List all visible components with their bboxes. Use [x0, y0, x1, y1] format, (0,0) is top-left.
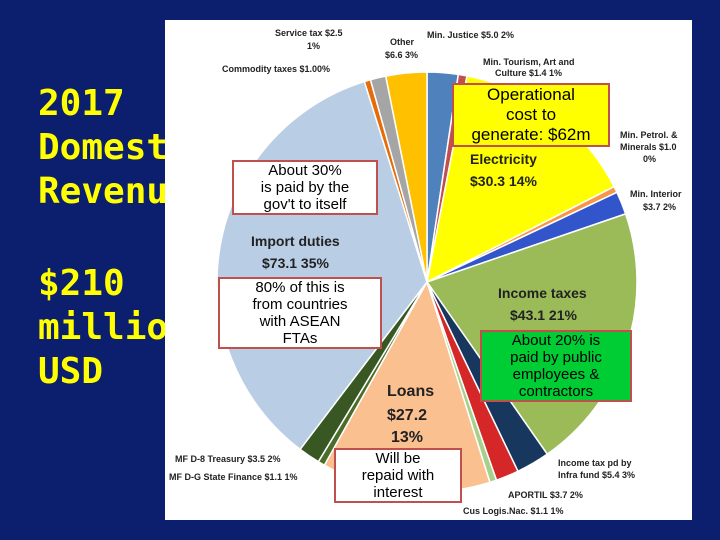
label-aportil: APORTIL $3.7 2%	[508, 490, 583, 500]
label-petrol: Min. Petrol. &	[620, 130, 678, 140]
callout-line: repaid with	[361, 467, 435, 484]
label-electricity: $30.3 14%	[470, 173, 537, 189]
label-service-tax: 1%	[307, 41, 320, 51]
callout-public-employees: About 20% is paid by public employees & …	[480, 330, 632, 402]
label-interior: Min. Interior	[630, 189, 682, 199]
label-loans: $27.2	[387, 407, 427, 424]
label-commodity: Commodity taxes $1.00%	[222, 64, 330, 74]
label-loans: 13%	[391, 429, 423, 446]
label-cus-logis: Cus Logis.Nac. $1.1 1%	[463, 506, 564, 516]
label-infra-fund: Infra fund $5.4 3%	[558, 470, 635, 480]
callout-line: FTAs	[282, 330, 318, 347]
callout-operational-cost: Operational cost to generate: $62m	[452, 83, 610, 147]
callout-line: interest	[373, 484, 423, 501]
callout-line: with ASEAN	[259, 313, 341, 330]
total-line: $210	[38, 263, 125, 304]
callout-line: generate: $62m	[471, 125, 591, 144]
total-line: million	[38, 307, 190, 348]
callout-line: gov't to itself	[263, 196, 347, 213]
callout-asean: 80% of this is from countries with ASEAN…	[218, 277, 382, 349]
callout-line: About 30%	[268, 162, 342, 179]
label-import-duties: Import duties	[251, 233, 340, 249]
callout-line: employees &	[512, 366, 600, 383]
total-revenue: $210 million USD	[38, 262, 190, 394]
label-justice: Min. Justice $5.0 2%	[427, 30, 514, 40]
callout-gov-paid: About 30% is paid by the gov't to itself	[232, 160, 378, 215]
callout-repaid: Will be repaid with interest	[334, 448, 462, 503]
total-line: USD	[38, 351, 104, 392]
label-income-taxes: Income taxes	[498, 285, 587, 301]
pie-slice-15	[384, 71, 428, 283]
label-infra-fund: Income tax pd by	[558, 458, 632, 468]
callout-line: Operational	[487, 85, 575, 104]
callout-line: 80% of this is	[255, 279, 345, 296]
title-line: 2017	[38, 83, 125, 124]
label-income-taxes: $43.1 21%	[510, 307, 577, 323]
callout-line: cost to	[505, 105, 557, 124]
callout-line: is paid by the	[260, 179, 350, 196]
callout-line: Will be	[375, 450, 421, 467]
callout-line: paid by public	[510, 349, 602, 366]
callout-line: from countries	[252, 296, 348, 313]
label-service-tax: Service tax $2.5	[275, 28, 343, 38]
label-other: Other	[390, 37, 415, 47]
label-state-finance: MF D-G State Finance $1.1 1%	[169, 472, 298, 482]
callout-line: About 20% is	[511, 332, 601, 349]
label-other: $6.6 3%	[385, 50, 418, 60]
label-petrol: Minerals $1.0	[620, 142, 677, 152]
label-electricity: Electricity	[470, 151, 537, 167]
slice-labels: Min. Justice $5.0 2% Min. Tourism, Art a…	[169, 28, 682, 516]
label-interior: $3.7 2%	[643, 202, 676, 212]
label-treasury: MF D-8 Treasury $3.5 2%	[175, 454, 281, 464]
label-loans: Loans	[387, 383, 434, 400]
title-line: Revenue	[38, 171, 190, 212]
label-tourism: Culture $1.4 1%	[495, 68, 562, 78]
label-petrol: 0%	[643, 154, 656, 164]
pie-chart: Min. Justice $5.0 2% Min. Tourism, Art a…	[169, 28, 682, 516]
callout-line: contractors	[518, 383, 594, 400]
chart-panel: Min. Justice $5.0 2% Min. Tourism, Art a…	[165, 20, 692, 520]
label-import-duties: $73.1 35%	[262, 255, 329, 271]
label-tourism: Min. Tourism, Art and	[483, 57, 575, 67]
